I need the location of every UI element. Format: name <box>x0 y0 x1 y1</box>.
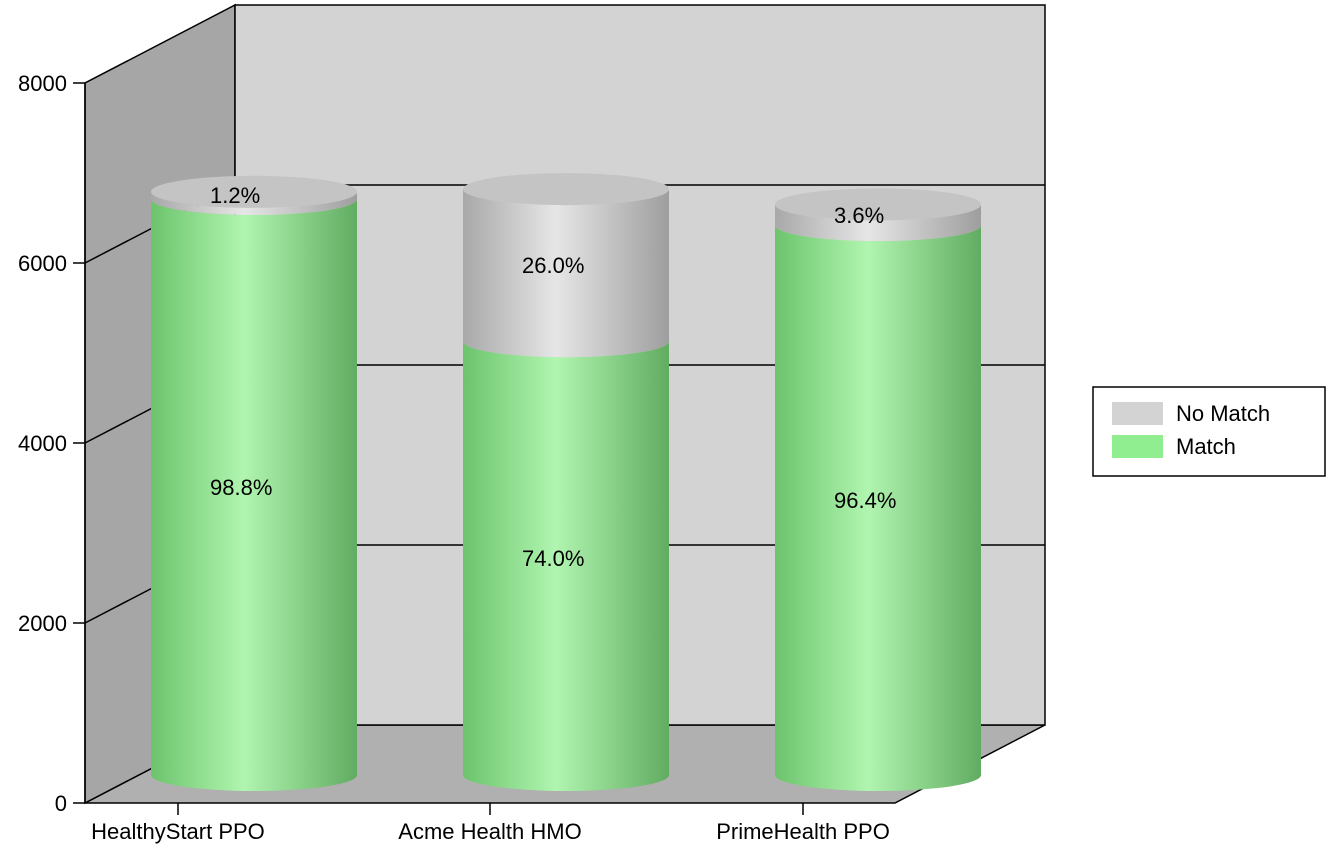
bar-segment-match <box>463 341 669 791</box>
data-label: 74.0% <box>522 546 584 571</box>
bars: 98.8% 1.2% 74.0% 26.0% 96.4% 3.6% <box>151 173 981 792</box>
y-tick-label: 4000 <box>18 431 67 456</box>
legend-label: Match <box>1176 434 1236 459</box>
cylinder-top <box>151 175 357 208</box>
y-tick-label: 8000 <box>18 71 67 96</box>
y-axis: 0 2000 4000 6000 8000 <box>18 71 85 816</box>
data-label: 98.8% <box>210 475 272 500</box>
cylinder-0: 98.8% 1.2% <box>151 175 357 791</box>
bar-segment-match <box>151 199 357 791</box>
legend-box <box>1092 386 1326 477</box>
cylinder-top <box>775 188 981 221</box>
cylinder-1: 74.0% 26.0% <box>463 173 669 791</box>
bar-segment-no-match <box>463 189 669 358</box>
legend-label: No Match <box>1176 401 1270 426</box>
y-tick-label: 6000 <box>18 251 67 276</box>
data-label: 3.6% <box>834 203 884 228</box>
bar-segment-match <box>775 225 981 792</box>
y-tick-label: 2000 <box>18 611 67 636</box>
legend-swatch <box>1112 402 1163 425</box>
x-tick-label: HealthyStart PPO <box>91 819 265 844</box>
cylinder-top <box>463 173 669 206</box>
data-label: 1.2% <box>210 183 260 208</box>
bar-segment-no-match <box>775 204 981 242</box>
x-axis: HealthyStart PPO Acme Health HMO PrimeHeal… <box>84 83 890 844</box>
x-tick-label: PrimeHealth PPO <box>716 819 890 844</box>
data-label: 96.4% <box>834 488 896 513</box>
legend-swatch <box>1112 435 1163 458</box>
y-tick-label: 0 <box>55 791 67 816</box>
bar-segment-no-match <box>151 191 357 215</box>
legend: No Match Match <box>1092 386 1326 477</box>
x-tick-label: Acme Health HMO <box>398 819 581 844</box>
data-label: 26.0% <box>522 253 584 278</box>
cylinder-2: 96.4% 3.6% <box>775 188 981 792</box>
